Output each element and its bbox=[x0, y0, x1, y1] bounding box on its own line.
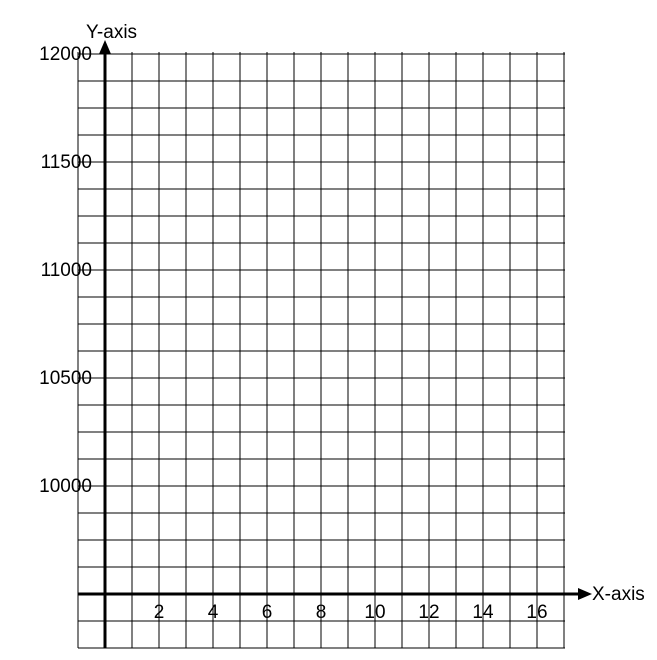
x-tick-label: 16 bbox=[526, 602, 547, 623]
x-tick-label: 12 bbox=[418, 602, 439, 623]
y-tick-label: 10500 bbox=[39, 368, 92, 389]
x-tick-label: 14 bbox=[472, 602, 494, 623]
x-tick-label: 10 bbox=[364, 602, 385, 623]
x-tick-labels: 2 4 6 8 10 12 14 16 bbox=[154, 602, 548, 623]
y-tick-label: 11000 bbox=[41, 260, 92, 281]
y-tick-labels: 1000010500110001150012000125001300013500… bbox=[39, 44, 92, 497]
y-tick-label: 10000 bbox=[39, 476, 92, 497]
x-tick-label: 4 bbox=[208, 602, 219, 623]
y-tick-label: 11500 bbox=[41, 152, 92, 173]
x-axis-title: X-axis bbox=[592, 584, 645, 605]
x-tick-label: 2 bbox=[154, 602, 165, 623]
x-axis-arrow bbox=[578, 588, 592, 600]
grid bbox=[77, 52, 565, 649]
x-tick-label: 6 bbox=[262, 602, 273, 623]
x-tick-label: 8 bbox=[316, 602, 327, 623]
y-axis-title: Y-axis bbox=[86, 22, 137, 43]
axes bbox=[78, 40, 592, 648]
y-axis-arrow bbox=[99, 40, 111, 54]
y-tick-label: 12000 bbox=[39, 44, 92, 65]
